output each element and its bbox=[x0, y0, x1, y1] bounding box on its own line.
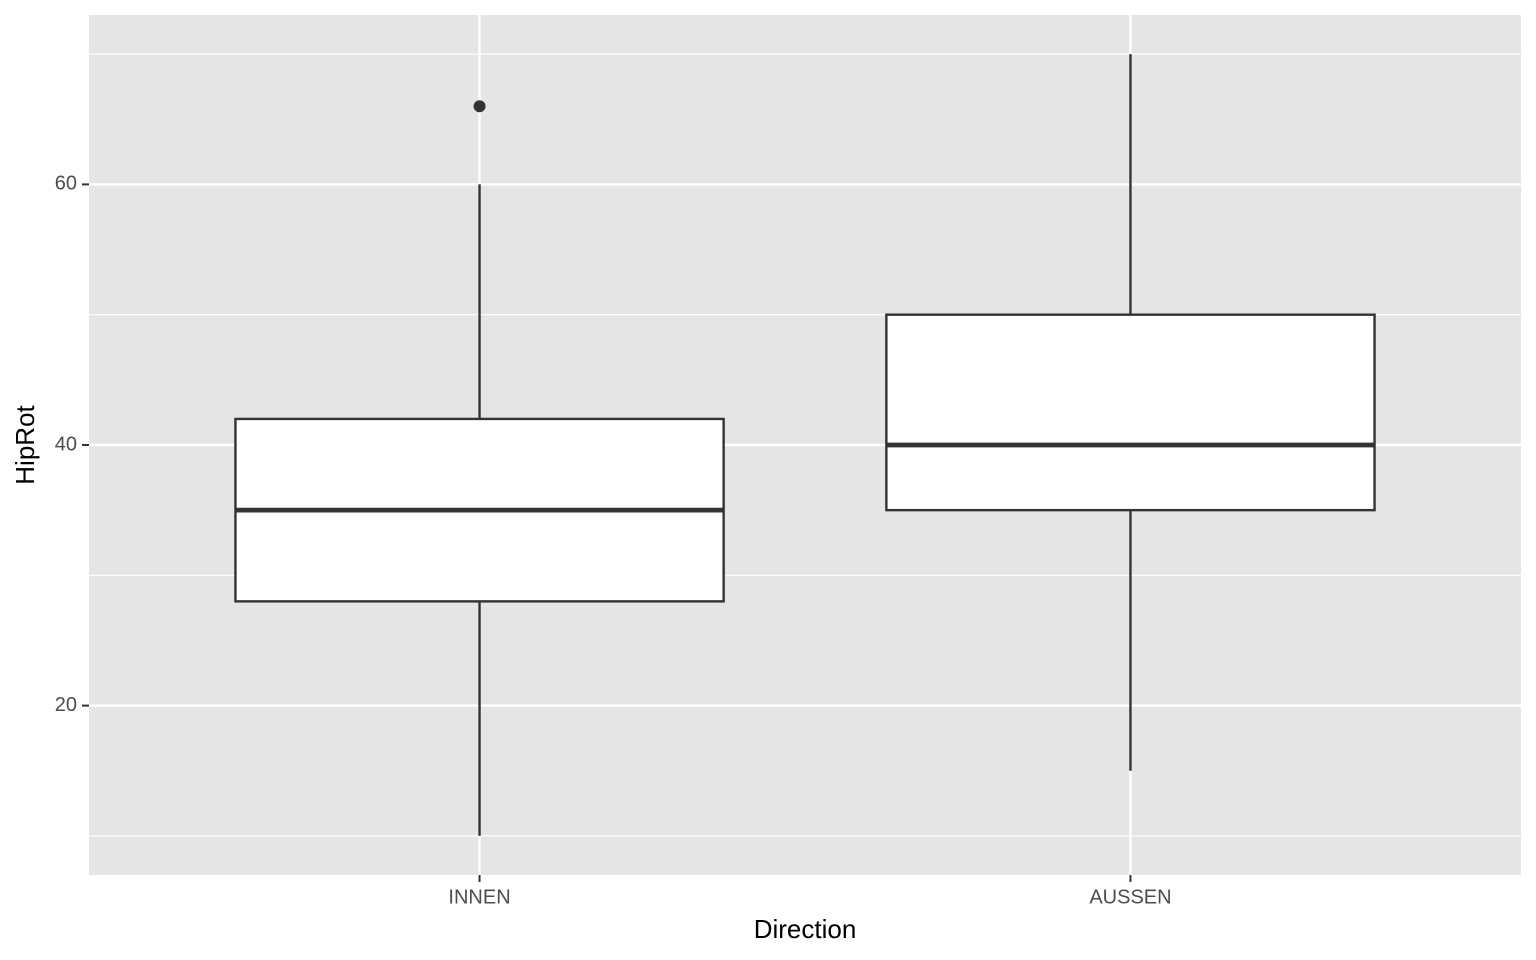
y-tick-label: 40 bbox=[55, 433, 77, 455]
y-tick-label: 20 bbox=[55, 694, 77, 716]
x-axis-title: Direction bbox=[754, 914, 857, 944]
x-tick-label: AUSSEN bbox=[1089, 886, 1171, 908]
outlier bbox=[473, 100, 486, 113]
y-axis-title: HipRot bbox=[10, 404, 40, 484]
x-tick-label: INNEN bbox=[448, 886, 510, 908]
y-tick-label: 60 bbox=[55, 173, 77, 195]
box bbox=[885, 313, 1376, 512]
